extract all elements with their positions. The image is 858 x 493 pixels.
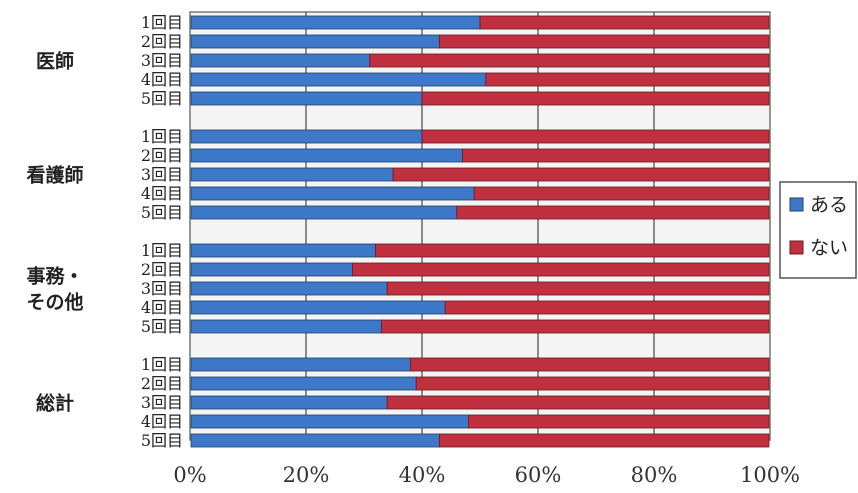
round-label: 3回目	[141, 51, 183, 70]
bar-nai	[386, 281, 770, 296]
round-label: 4回目	[141, 412, 183, 431]
bar-aru	[190, 53, 371, 68]
bar-aru	[190, 281, 388, 296]
bar-aru	[190, 414, 469, 429]
group-label: 医師	[36, 50, 74, 73]
bar-nai	[392, 167, 770, 182]
bar-nai	[386, 395, 770, 410]
bar-aru	[190, 72, 487, 87]
legend-label-nai: ない	[810, 237, 848, 259]
round-label: 4回目	[141, 184, 183, 203]
x-tick-label: 60%	[515, 463, 562, 487]
bar-nai	[409, 357, 770, 372]
bar-nai	[438, 433, 770, 448]
bar-nai	[421, 91, 770, 106]
round-label-layer: 1回目2回目3回目4回目5回目1回目2回目3回目4回目5回目1回目2回目3回目4…	[141, 13, 183, 450]
bar-nai	[473, 186, 770, 201]
round-label: 4回目	[141, 298, 183, 317]
round-label: 1回目	[141, 241, 183, 260]
bar-nai	[421, 129, 770, 144]
bar-nai	[415, 376, 770, 391]
bar-nai	[444, 300, 770, 315]
bar-aru	[190, 357, 411, 372]
legend-swatch-nai	[789, 240, 804, 255]
bar-aru	[190, 376, 417, 391]
x-tick-label: 0%	[173, 463, 206, 487]
group-label: その他	[26, 291, 83, 314]
bar-aru	[190, 319, 382, 334]
round-label: 3回目	[141, 393, 183, 412]
round-label: 2回目	[141, 146, 183, 165]
legend-swatch-aru	[789, 197, 804, 212]
bar-nai	[456, 205, 770, 220]
round-label: 2回目	[141, 374, 183, 393]
bar-aru	[190, 167, 394, 182]
bar-nai	[351, 262, 770, 277]
round-label: 1回目	[141, 355, 183, 374]
bar-aru	[190, 243, 377, 258]
bar-aru	[190, 129, 423, 144]
round-label: 5回目	[141, 203, 183, 222]
legend: ある ない	[779, 181, 857, 279]
bar-aru	[190, 433, 440, 448]
bar-nai	[438, 34, 770, 49]
bar-nai	[485, 72, 770, 87]
round-label: 3回目	[141, 165, 183, 184]
x-tick-layer: 0% 20% 40% 60% 80% 100%	[173, 463, 800, 487]
round-label: 2回目	[141, 32, 183, 51]
bar-aru	[190, 262, 353, 277]
bar-nai	[369, 53, 770, 68]
bar-aru	[190, 91, 423, 106]
bar-nai	[375, 243, 770, 258]
bar-aru	[190, 34, 440, 49]
round-label: 1回目	[141, 127, 183, 146]
bar-nai	[479, 15, 770, 30]
x-tick-label: 40%	[399, 463, 446, 487]
bars-layer	[190, 15, 770, 448]
round-label: 1回目	[141, 13, 183, 32]
round-label: 4回目	[141, 70, 183, 89]
bar-aru	[190, 148, 464, 163]
bar-nai	[467, 414, 770, 429]
bar-aru	[190, 186, 475, 201]
group-label: 看護師	[25, 164, 83, 187]
round-label: 5回目	[141, 317, 183, 336]
bar-nai	[380, 319, 770, 334]
round-label: 5回目	[141, 431, 183, 450]
legend-label-aru: ある	[810, 194, 848, 216]
bar-nai	[462, 148, 770, 163]
round-label: 3回目	[141, 279, 183, 298]
x-tick-label: 80%	[631, 463, 678, 487]
round-label: 5回目	[141, 89, 183, 108]
x-tick-label: 20%	[283, 463, 330, 487]
bar-aru	[190, 205, 458, 220]
group-label: 事務・	[26, 265, 83, 288]
bar-aru	[190, 15, 481, 30]
round-label: 2回目	[141, 260, 183, 279]
bar-aru	[190, 300, 446, 315]
group-label: 総計	[36, 392, 74, 415]
x-tick-label: 100%	[740, 463, 800, 487]
bar-aru	[190, 395, 388, 410]
